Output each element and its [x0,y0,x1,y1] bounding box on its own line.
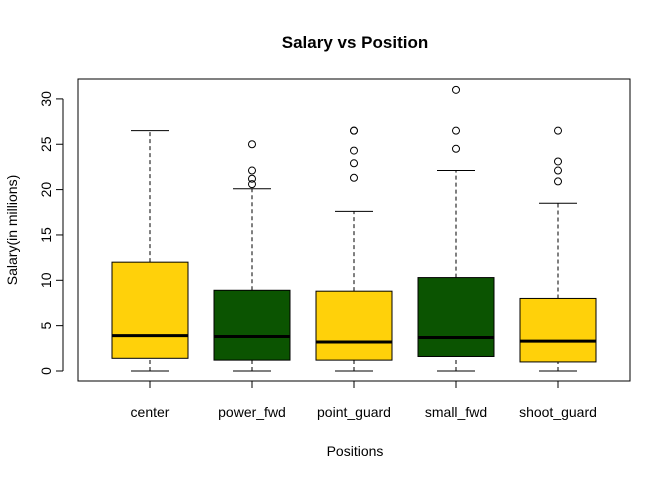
outlier-point [350,146,358,155]
outlier-point [554,126,562,135]
boxes-group [111,85,597,372]
x-tick-label: shoot_guard [519,404,597,420]
y-axis: 0 5 10 15 20 25 30 [38,91,64,375]
box-iqr [417,277,495,357]
y-tick-label: 20 [38,182,54,198]
y-tick-label: 25 [38,136,54,152]
outlier-point [248,166,256,175]
outlier-point [248,140,256,149]
outlier-point [350,159,358,168]
outlier-point [452,126,460,135]
outlier-point [554,177,562,186]
x-tick-label: small_fwd [425,404,487,420]
box-iqr [519,297,597,363]
box-iqr [111,261,189,359]
outlier-point [248,180,256,189]
x-axis: center power_fwd point_guard small_fwd shoot… [131,380,597,420]
y-axis-label: Salary(in millions) [4,175,20,285]
box-iqr [315,290,393,361]
y-tick-label: 5 [38,322,54,330]
outlier-point [554,166,562,175]
y-tick-label: 15 [38,227,54,243]
x-tick-label: power_fwd [218,404,286,420]
x-axis-label: Positions [327,443,384,459]
box-center [111,130,189,372]
box-power_fwd [213,140,291,372]
x-tick-label: point_guard [317,404,391,420]
x-tick-label: center [131,404,170,420]
box-point_guard [315,126,393,372]
y-tick-label: 0 [38,367,54,375]
outlier-point [350,126,358,135]
outlier-point [452,144,460,153]
chart-title: Salary vs Position [282,33,428,52]
box-shoot_guard [519,126,597,372]
y-tick-label: 30 [38,91,54,107]
outlier-point [350,173,358,182]
outlier-point [248,174,256,183]
box-small_fwd [417,85,495,372]
y-tick-label: 10 [38,272,54,288]
box-iqr [213,289,291,361]
outlier-point [554,157,562,166]
outlier-point [452,85,460,94]
